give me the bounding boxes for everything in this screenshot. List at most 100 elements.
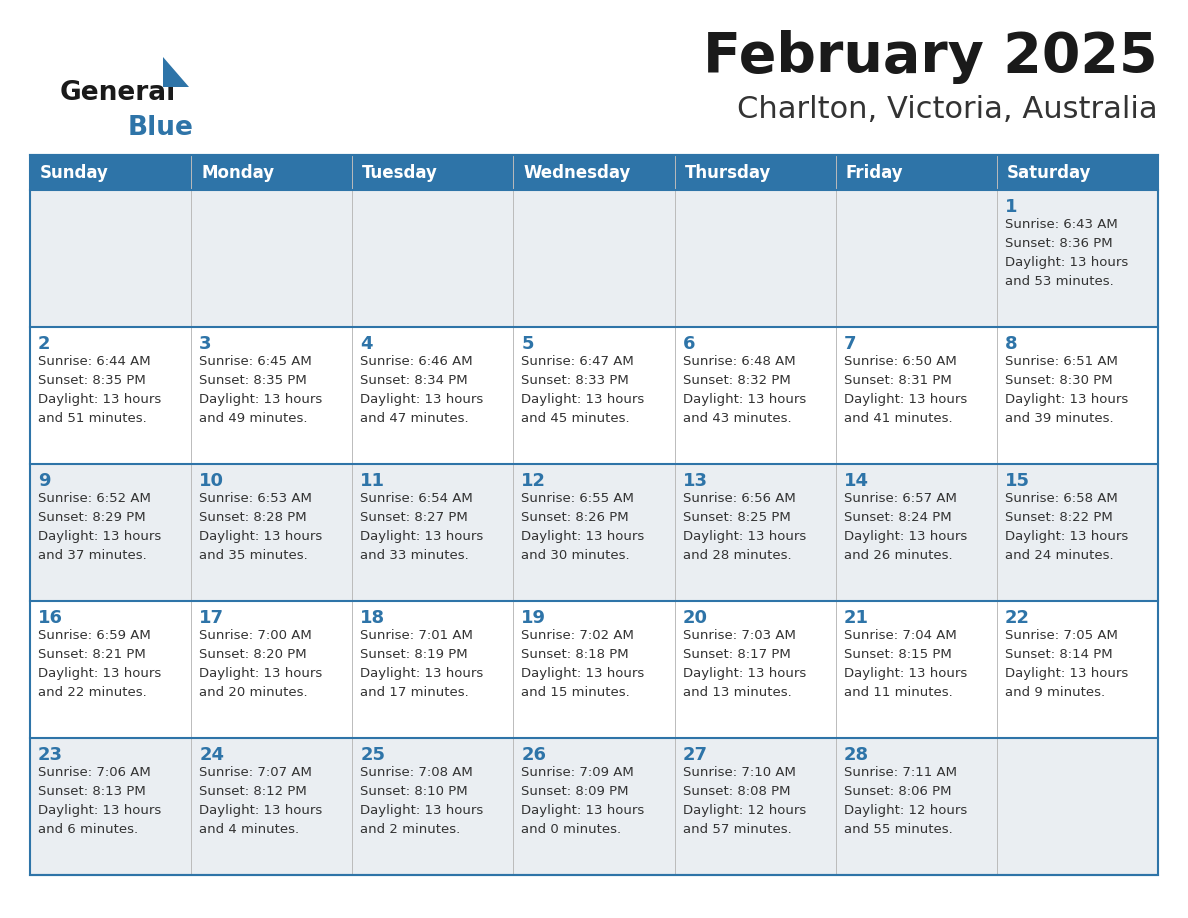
Text: Sunset: 8:12 PM: Sunset: 8:12 PM bbox=[200, 785, 307, 798]
Text: 4: 4 bbox=[360, 335, 373, 353]
Text: 17: 17 bbox=[200, 609, 225, 627]
Text: 22: 22 bbox=[1005, 609, 1030, 627]
FancyBboxPatch shape bbox=[30, 738, 1158, 875]
Text: Daylight: 12 hours: Daylight: 12 hours bbox=[843, 804, 967, 817]
Text: and 39 minutes.: and 39 minutes. bbox=[1005, 412, 1113, 425]
Text: 12: 12 bbox=[522, 472, 546, 490]
Text: 14: 14 bbox=[843, 472, 868, 490]
Text: and 22 minutes.: and 22 minutes. bbox=[38, 686, 147, 699]
Text: Daylight: 13 hours: Daylight: 13 hours bbox=[522, 667, 645, 680]
Text: Daylight: 13 hours: Daylight: 13 hours bbox=[38, 530, 162, 543]
Text: Sunset: 8:29 PM: Sunset: 8:29 PM bbox=[38, 511, 146, 524]
Text: Daylight: 13 hours: Daylight: 13 hours bbox=[200, 530, 322, 543]
Text: Sunrise: 6:59 AM: Sunrise: 6:59 AM bbox=[38, 629, 151, 642]
Text: 26: 26 bbox=[522, 746, 546, 764]
Text: Sunset: 8:06 PM: Sunset: 8:06 PM bbox=[843, 785, 952, 798]
Text: Sunrise: 6:57 AM: Sunrise: 6:57 AM bbox=[843, 492, 956, 505]
Text: Sunset: 8:24 PM: Sunset: 8:24 PM bbox=[843, 511, 952, 524]
Text: 15: 15 bbox=[1005, 472, 1030, 490]
Text: 21: 21 bbox=[843, 609, 868, 627]
Text: and 9 minutes.: and 9 minutes. bbox=[1005, 686, 1105, 699]
FancyBboxPatch shape bbox=[30, 601, 1158, 738]
Text: and 57 minutes.: and 57 minutes. bbox=[683, 823, 791, 836]
Text: and 33 minutes.: and 33 minutes. bbox=[360, 549, 469, 562]
Text: Sunrise: 6:47 AM: Sunrise: 6:47 AM bbox=[522, 355, 634, 368]
Text: Daylight: 13 hours: Daylight: 13 hours bbox=[360, 804, 484, 817]
Text: Sunrise: 7:06 AM: Sunrise: 7:06 AM bbox=[38, 766, 151, 779]
Text: and 0 minutes.: and 0 minutes. bbox=[522, 823, 621, 836]
Text: Sunset: 8:34 PM: Sunset: 8:34 PM bbox=[360, 374, 468, 387]
Text: Daylight: 13 hours: Daylight: 13 hours bbox=[1005, 667, 1129, 680]
Text: Daylight: 13 hours: Daylight: 13 hours bbox=[683, 667, 805, 680]
Text: 8: 8 bbox=[1005, 335, 1017, 353]
Text: 9: 9 bbox=[38, 472, 51, 490]
Text: and 55 minutes.: and 55 minutes. bbox=[843, 823, 953, 836]
Text: Daylight: 13 hours: Daylight: 13 hours bbox=[683, 393, 805, 406]
Text: Sunset: 8:30 PM: Sunset: 8:30 PM bbox=[1005, 374, 1112, 387]
Text: Sunrise: 7:02 AM: Sunrise: 7:02 AM bbox=[522, 629, 634, 642]
Text: Daylight: 13 hours: Daylight: 13 hours bbox=[522, 804, 645, 817]
Text: Daylight: 13 hours: Daylight: 13 hours bbox=[522, 530, 645, 543]
Text: Sunset: 8:25 PM: Sunset: 8:25 PM bbox=[683, 511, 790, 524]
Text: 11: 11 bbox=[360, 472, 385, 490]
Text: Sunrise: 7:05 AM: Sunrise: 7:05 AM bbox=[1005, 629, 1118, 642]
Text: Sunset: 8:20 PM: Sunset: 8:20 PM bbox=[200, 648, 307, 661]
Text: Sunrise: 6:43 AM: Sunrise: 6:43 AM bbox=[1005, 218, 1118, 231]
Text: 6: 6 bbox=[683, 335, 695, 353]
Text: 5: 5 bbox=[522, 335, 533, 353]
Text: Sunrise: 7:09 AM: Sunrise: 7:09 AM bbox=[522, 766, 634, 779]
Text: Friday: Friday bbox=[846, 163, 903, 182]
Text: Daylight: 13 hours: Daylight: 13 hours bbox=[200, 804, 322, 817]
Text: Daylight: 13 hours: Daylight: 13 hours bbox=[843, 393, 967, 406]
Text: and 28 minutes.: and 28 minutes. bbox=[683, 549, 791, 562]
Text: Sunset: 8:14 PM: Sunset: 8:14 PM bbox=[1005, 648, 1112, 661]
Text: General: General bbox=[61, 80, 176, 106]
Text: Daylight: 13 hours: Daylight: 13 hours bbox=[38, 804, 162, 817]
Text: Daylight: 13 hours: Daylight: 13 hours bbox=[360, 530, 484, 543]
FancyBboxPatch shape bbox=[30, 190, 1158, 327]
Text: Sunrise: 7:01 AM: Sunrise: 7:01 AM bbox=[360, 629, 473, 642]
Text: Sunrise: 6:51 AM: Sunrise: 6:51 AM bbox=[1005, 355, 1118, 368]
Text: and 41 minutes.: and 41 minutes. bbox=[843, 412, 953, 425]
Text: and 13 minutes.: and 13 minutes. bbox=[683, 686, 791, 699]
Text: and 26 minutes.: and 26 minutes. bbox=[843, 549, 953, 562]
Text: Sunday: Sunday bbox=[40, 163, 109, 182]
Text: Sunset: 8:31 PM: Sunset: 8:31 PM bbox=[843, 374, 952, 387]
Text: and 2 minutes.: and 2 minutes. bbox=[360, 823, 461, 836]
Text: Daylight: 13 hours: Daylight: 13 hours bbox=[522, 393, 645, 406]
FancyBboxPatch shape bbox=[997, 155, 1158, 190]
Text: Daylight: 13 hours: Daylight: 13 hours bbox=[843, 530, 967, 543]
Text: Sunset: 8:13 PM: Sunset: 8:13 PM bbox=[38, 785, 146, 798]
Text: Daylight: 13 hours: Daylight: 13 hours bbox=[360, 393, 484, 406]
Text: 3: 3 bbox=[200, 335, 211, 353]
Text: 7: 7 bbox=[843, 335, 857, 353]
Text: Charlton, Victoria, Australia: Charlton, Victoria, Australia bbox=[738, 95, 1158, 124]
Text: and 47 minutes.: and 47 minutes. bbox=[360, 412, 469, 425]
Text: and 17 minutes.: and 17 minutes. bbox=[360, 686, 469, 699]
Text: Sunrise: 6:46 AM: Sunrise: 6:46 AM bbox=[360, 355, 473, 368]
Text: 25: 25 bbox=[360, 746, 385, 764]
Text: 13: 13 bbox=[683, 472, 708, 490]
Text: Sunrise: 6:50 AM: Sunrise: 6:50 AM bbox=[843, 355, 956, 368]
Text: Sunrise: 6:45 AM: Sunrise: 6:45 AM bbox=[200, 355, 312, 368]
Polygon shape bbox=[163, 57, 189, 87]
Text: Daylight: 13 hours: Daylight: 13 hours bbox=[1005, 256, 1129, 269]
FancyBboxPatch shape bbox=[30, 327, 1158, 464]
Text: Sunrise: 7:11 AM: Sunrise: 7:11 AM bbox=[843, 766, 956, 779]
Text: 24: 24 bbox=[200, 746, 225, 764]
Text: 20: 20 bbox=[683, 609, 708, 627]
Text: Sunset: 8:15 PM: Sunset: 8:15 PM bbox=[843, 648, 952, 661]
Text: Sunset: 8:19 PM: Sunset: 8:19 PM bbox=[360, 648, 468, 661]
Text: Sunrise: 7:07 AM: Sunrise: 7:07 AM bbox=[200, 766, 312, 779]
FancyBboxPatch shape bbox=[675, 155, 835, 190]
Text: Sunset: 8:08 PM: Sunset: 8:08 PM bbox=[683, 785, 790, 798]
FancyBboxPatch shape bbox=[513, 155, 675, 190]
Text: 16: 16 bbox=[38, 609, 63, 627]
Text: 19: 19 bbox=[522, 609, 546, 627]
Text: 1: 1 bbox=[1005, 198, 1017, 216]
Text: Saturday: Saturday bbox=[1007, 163, 1092, 182]
Text: and 43 minutes.: and 43 minutes. bbox=[683, 412, 791, 425]
FancyBboxPatch shape bbox=[30, 155, 191, 190]
Text: Sunset: 8:33 PM: Sunset: 8:33 PM bbox=[522, 374, 630, 387]
Text: and 53 minutes.: and 53 minutes. bbox=[1005, 275, 1113, 288]
